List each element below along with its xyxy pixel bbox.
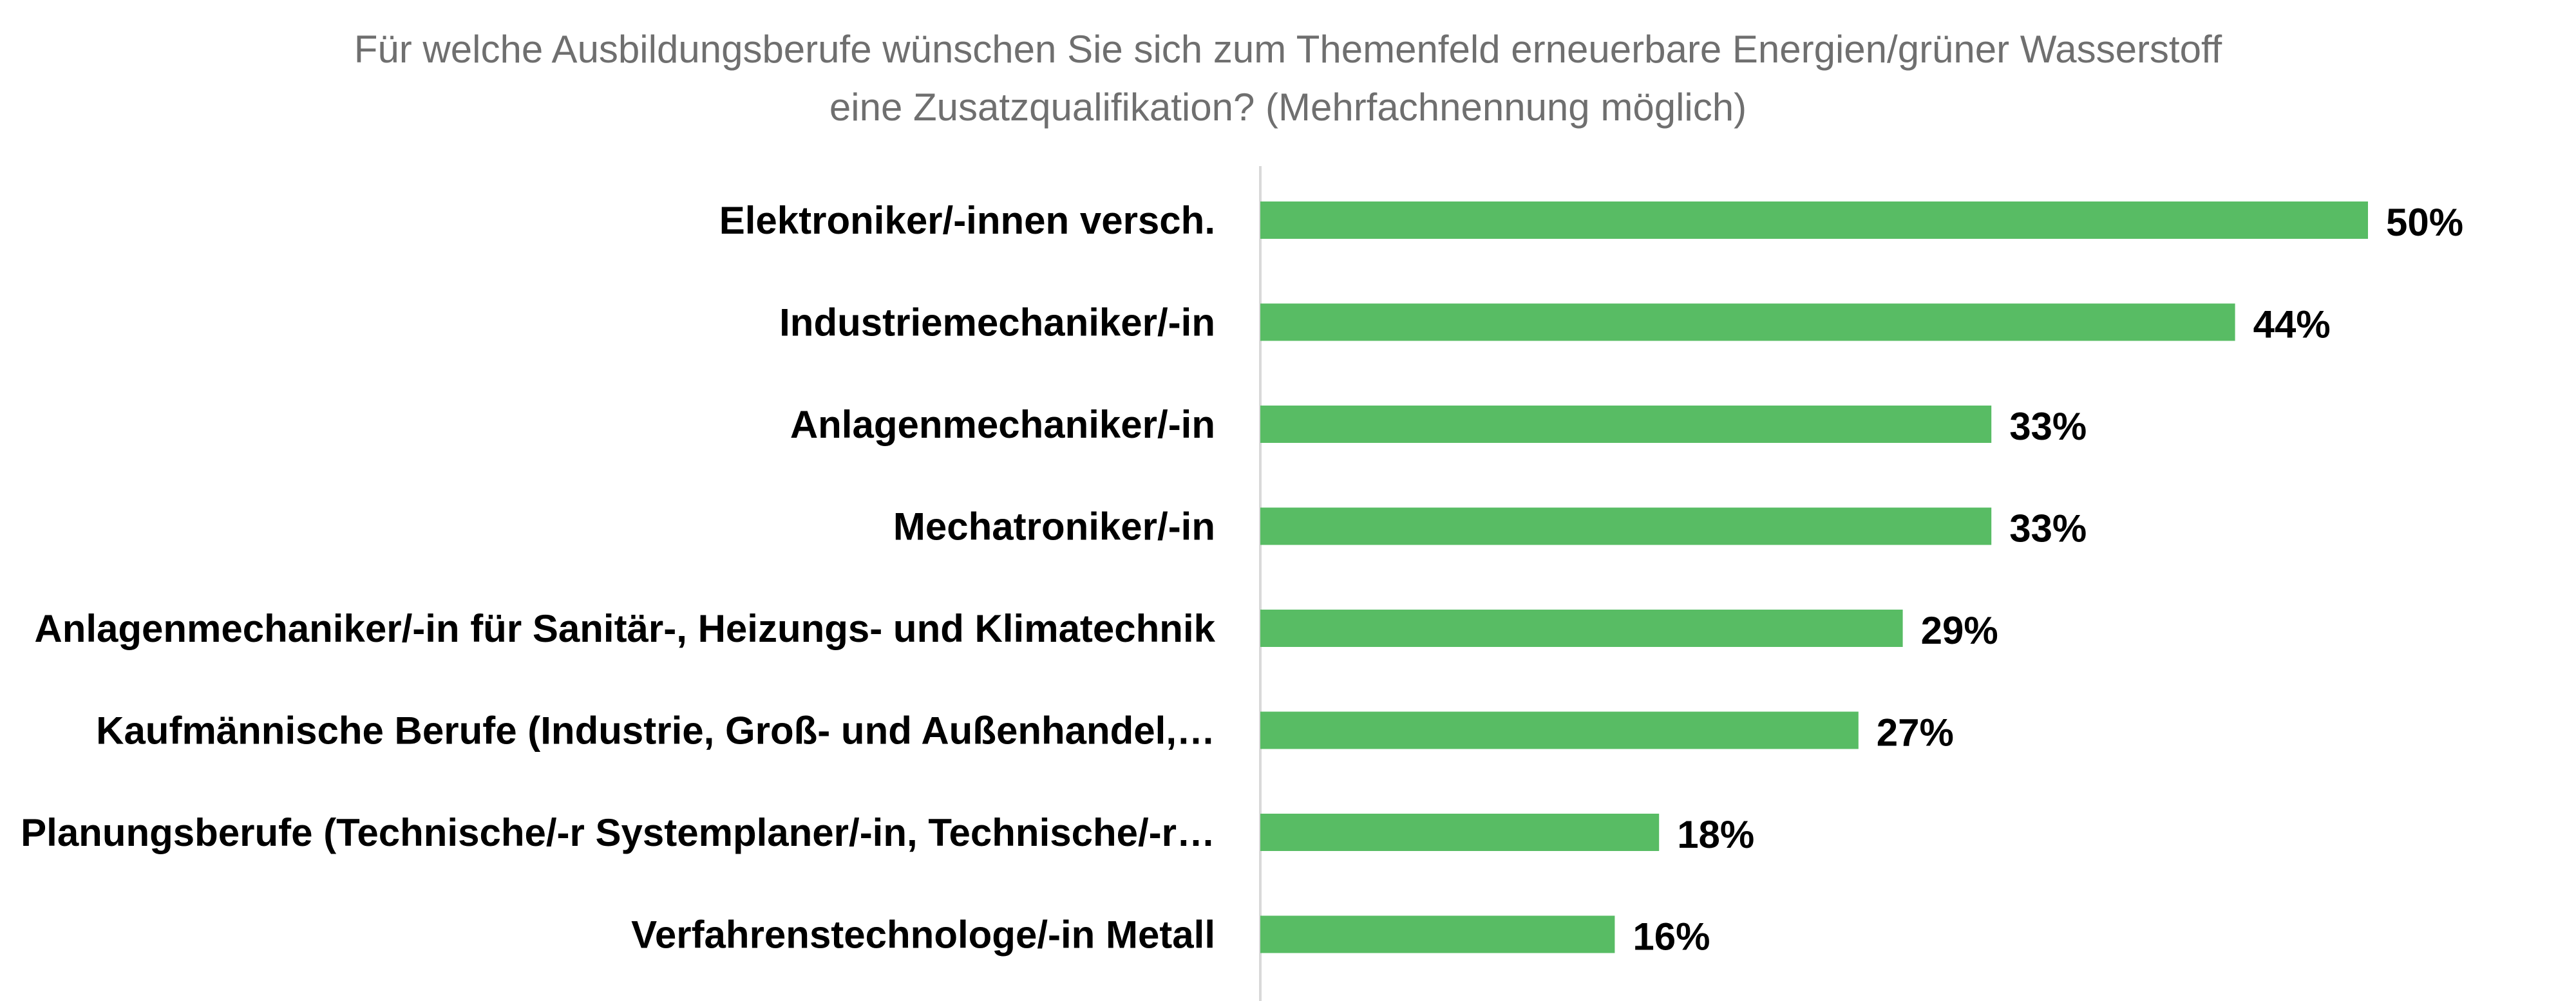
bar <box>1260 814 1660 851</box>
category-label: Mechatroniker/-in <box>893 505 1215 548</box>
value-label: 16% <box>1633 915 1710 959</box>
bar <box>1260 711 1859 749</box>
chart-title-line-1: Für welche Ausbildungsberufe wünschen Si… <box>354 28 2222 71</box>
value-label: 29% <box>1921 609 1998 652</box>
category-label: Verfahrenstechnologe/-in Metall <box>631 913 1215 957</box>
value-label: 44% <box>2253 303 2331 346</box>
value-label: 50% <box>2386 201 2463 244</box>
value-label: 18% <box>1677 813 1754 856</box>
value-label: 33% <box>2009 507 2087 550</box>
category-label: Industriemechaniker/-in <box>779 301 1215 344</box>
bar <box>1260 507 1992 545</box>
chart-title-line-2: eine Zusatzqualifikation? (Mehrfachnennu… <box>829 86 1747 129</box>
category-label: Elektroniker/-innen versch. <box>719 199 1215 242</box>
bar <box>1260 915 1615 953</box>
category-label: Kaufmännische Berufe (Industrie, Groß- u… <box>96 709 1215 753</box>
value-label: 27% <box>1877 711 1954 754</box>
bar <box>1260 201 2368 239</box>
category-label: Anlagenmechaniker/-in für Sanitär-, Heiz… <box>34 607 1215 650</box>
category-label: Planungsberufe (Technische/-r Systemplan… <box>21 811 1215 854</box>
bar <box>1260 610 1903 647</box>
value-label: 33% <box>2009 405 2087 448</box>
category-label: Anlagenmechaniker/-in <box>790 403 1215 446</box>
bar <box>1260 406 1992 443</box>
bar <box>1260 303 2235 341</box>
